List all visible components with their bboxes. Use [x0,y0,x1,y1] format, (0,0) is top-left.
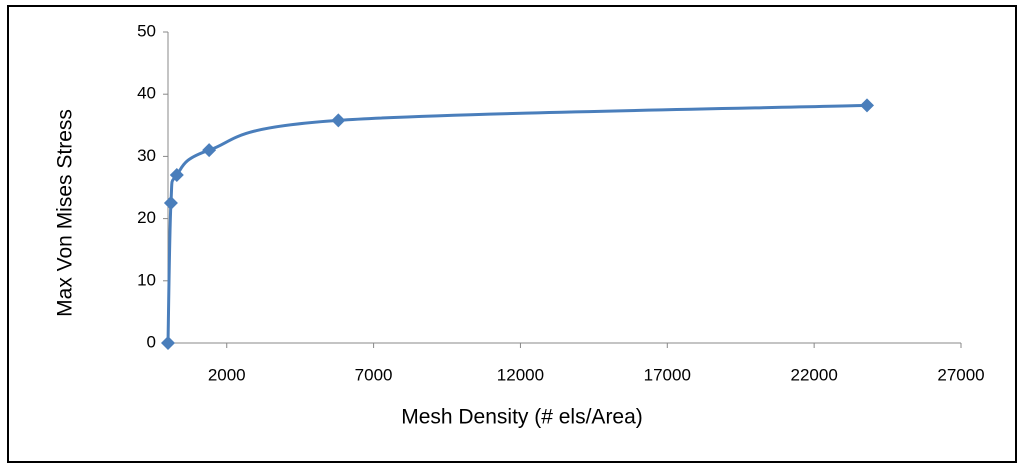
data-point [169,168,184,183]
y-tick-label: 10 [137,270,156,289]
data-point [202,143,217,158]
y-tick-label: 50 [137,21,156,40]
x-tick-label: 27000 [937,365,984,384]
y-tick-label: 30 [137,146,156,165]
x-tick-label: 22000 [791,365,838,384]
y-tick-label: 20 [137,208,156,227]
x-tick-label: 2000 [208,365,246,384]
x-tick-label: 17000 [644,365,691,384]
y-tick-label: 40 [137,84,156,103]
data-point [860,98,875,113]
chart-border [7,5,1017,463]
data-point [331,113,346,128]
data-point [161,336,175,350]
data-point [163,196,178,211]
y-tick-label: 0 [147,332,156,351]
y-axis-title: Max Von Mises Stress [54,109,77,317]
x-tick-label: 7000 [355,365,393,384]
x-axis-title: Mesh Density (# els/Area) [401,406,643,429]
x-tick-label: 12000 [497,365,544,384]
